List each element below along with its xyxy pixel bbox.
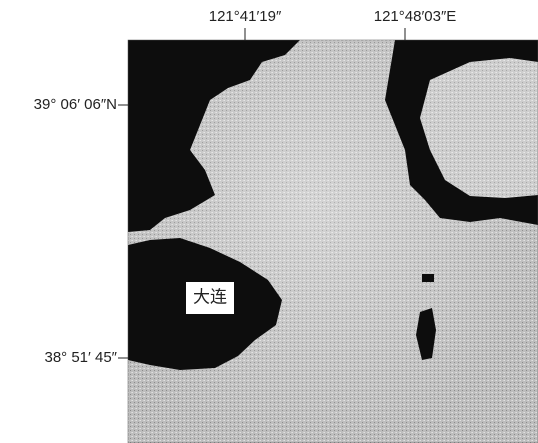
place-label-box xyxy=(186,282,234,314)
latitude-label: 38° 51′ 45″ xyxy=(44,349,117,366)
longitude-label: 121°41′19″ xyxy=(209,8,282,25)
longitude-label: 121°48′03″E xyxy=(374,8,457,25)
latitude-label: 39° 06′ 06″N xyxy=(34,96,117,113)
place-label: 大连 xyxy=(193,287,227,306)
graticule-ticks xyxy=(118,28,406,359)
satellite-image xyxy=(127,39,538,443)
